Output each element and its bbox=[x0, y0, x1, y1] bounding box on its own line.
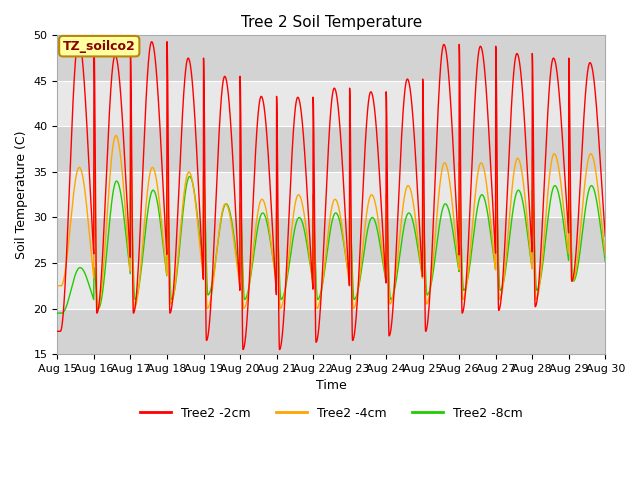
Tree2 -8cm bbox=[272, 274, 280, 279]
Tree2 -2cm bbox=[75, 37, 83, 43]
Bar bbox=[58, 217, 605, 263]
Tree2 -4cm bbox=[93, 306, 101, 312]
X-axis label: Time: Time bbox=[316, 379, 347, 392]
Bar bbox=[58, 36, 605, 81]
Tree2 -2cm bbox=[163, 252, 171, 257]
Tree2 -4cm bbox=[317, 292, 324, 298]
Legend: Tree2 -2cm, Tree2 -4cm, Tree2 -8cm: Tree2 -2cm, Tree2 -4cm, Tree2 -8cm bbox=[135, 402, 528, 425]
Tree2 -8cm bbox=[186, 174, 193, 180]
Tree2 -8cm bbox=[577, 244, 584, 250]
Y-axis label: Soil Temperature (C): Soil Temperature (C) bbox=[15, 131, 28, 259]
Text: TZ_soilco2: TZ_soilco2 bbox=[63, 40, 136, 53]
Tree2 -4cm bbox=[163, 165, 171, 170]
Tree2 -4cm bbox=[54, 283, 61, 288]
Title: Tree 2 Soil Temperature: Tree 2 Soil Temperature bbox=[241, 15, 422, 30]
Tree2 -8cm bbox=[602, 259, 609, 264]
Tree2 -8cm bbox=[236, 272, 243, 278]
Line: Tree2 -8cm: Tree2 -8cm bbox=[58, 177, 605, 313]
Tree2 -8cm bbox=[386, 293, 394, 299]
Line: Tree2 -4cm: Tree2 -4cm bbox=[58, 135, 605, 309]
Tree2 -4cm bbox=[112, 132, 120, 138]
Tree2 -2cm bbox=[602, 233, 609, 239]
Tree2 -2cm bbox=[239, 347, 247, 352]
Tree2 -8cm bbox=[317, 290, 324, 296]
Tree2 -8cm bbox=[54, 310, 61, 316]
Tree2 -2cm bbox=[577, 169, 585, 175]
Line: Tree2 -2cm: Tree2 -2cm bbox=[58, 40, 605, 349]
Tree2 -4cm bbox=[272, 278, 280, 284]
Tree2 -2cm bbox=[272, 283, 280, 289]
Tree2 -2cm bbox=[54, 328, 61, 334]
Bar bbox=[58, 309, 605, 354]
Tree2 -4cm bbox=[236, 280, 243, 286]
Tree2 -2cm bbox=[236, 278, 243, 284]
Bar bbox=[58, 126, 605, 172]
Tree2 -4cm bbox=[602, 252, 609, 258]
Tree2 -2cm bbox=[317, 296, 324, 302]
Tree2 -4cm bbox=[387, 301, 394, 307]
Tree2 -2cm bbox=[387, 331, 394, 336]
Tree2 -8cm bbox=[163, 271, 170, 277]
Tree2 -4cm bbox=[577, 223, 585, 228]
